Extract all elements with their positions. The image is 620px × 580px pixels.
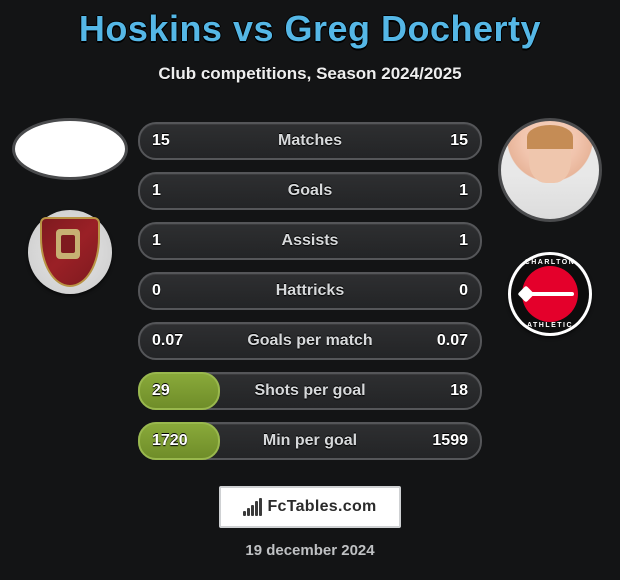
stat-label: Goals per match — [234, 332, 386, 350]
stat-value-left: 0 — [140, 282, 234, 300]
stat-label: Matches — [234, 132, 386, 150]
stat-row: 1Goals1 — [138, 172, 482, 210]
right-player-photo — [498, 118, 602, 222]
bar-chart-icon-bar — [243, 511, 246, 516]
stat-row: 15Matches15 — [138, 122, 482, 160]
stat-row: 29Shots per goal18 — [138, 372, 482, 410]
subtitle: Club competitions, Season 2024/2025 — [0, 64, 620, 84]
stat-label: Min per goal — [234, 432, 386, 450]
bar-chart-icon-bar — [247, 508, 250, 516]
columns: 15Matches151Goals11Assists10Hattricks00.… — [0, 118, 620, 460]
source-logo-text: FcTables.com — [267, 498, 376, 516]
left-club-badge-shield — [40, 217, 100, 287]
stat-value-left: 15 — [140, 132, 234, 150]
stat-value-right: 1 — [386, 232, 480, 250]
bar-chart-icon-bar — [251, 505, 254, 516]
stat-bar-list: 15Matches151Goals11Assists10Hattricks00.… — [130, 118, 490, 460]
stat-row: 0Hattricks0 — [138, 272, 482, 310]
stat-value-right: 1599 — [386, 432, 480, 450]
left-player-column — [10, 118, 130, 460]
stat-row: 1720Min per goal1599 — [138, 422, 482, 460]
bar-chart-icon-bar — [259, 498, 262, 516]
stat-label: Assists — [234, 232, 386, 250]
stat-label: Shots per goal — [234, 382, 386, 400]
stat-value-left: 1720 — [140, 432, 234, 450]
stat-value-right: 18 — [386, 382, 480, 400]
right-club-badge-ring: CHARLTON ATHLETIC — [511, 255, 589, 333]
stat-value-right: 0.07 — [386, 332, 480, 350]
stat-value-left: 29 — [140, 382, 234, 400]
source-logo: FcTables.com — [219, 486, 401, 528]
stat-value-right: 15 — [386, 132, 480, 150]
bar-chart-icon — [243, 498, 261, 516]
stat-label: Goals — [234, 182, 386, 200]
bar-chart-icon-bar — [255, 501, 258, 516]
comparison-card: Hoskins vs Greg Docherty Club competitio… — [0, 0, 620, 580]
stat-value-left: 1 — [140, 232, 234, 250]
stat-value-left: 1 — [140, 182, 234, 200]
page-title: Hoskins vs Greg Docherty — [0, 0, 620, 50]
date-text: 19 december 2024 — [0, 542, 620, 559]
right-club-badge: CHARLTON ATHLETIC — [508, 252, 592, 336]
right-player-column: CHARLTON ATHLETIC — [490, 118, 610, 460]
right-club-text-bottom: ATHLETIC — [527, 322, 573, 329]
right-club-badge-red — [522, 266, 578, 322]
stat-row: 1Assists1 — [138, 222, 482, 260]
stat-value-left: 0.07 — [140, 332, 234, 350]
stat-value-right: 1 — [386, 182, 480, 200]
stat-value-right: 0 — [386, 282, 480, 300]
right-club-text-top: CHARLTON — [525, 259, 576, 266]
stat-label: Hattricks — [234, 282, 386, 300]
stat-row: 0.07Goals per match0.07 — [138, 322, 482, 360]
sword-icon — [526, 292, 574, 296]
left-club-badge — [28, 210, 112, 294]
left-player-photo — [12, 118, 128, 180]
